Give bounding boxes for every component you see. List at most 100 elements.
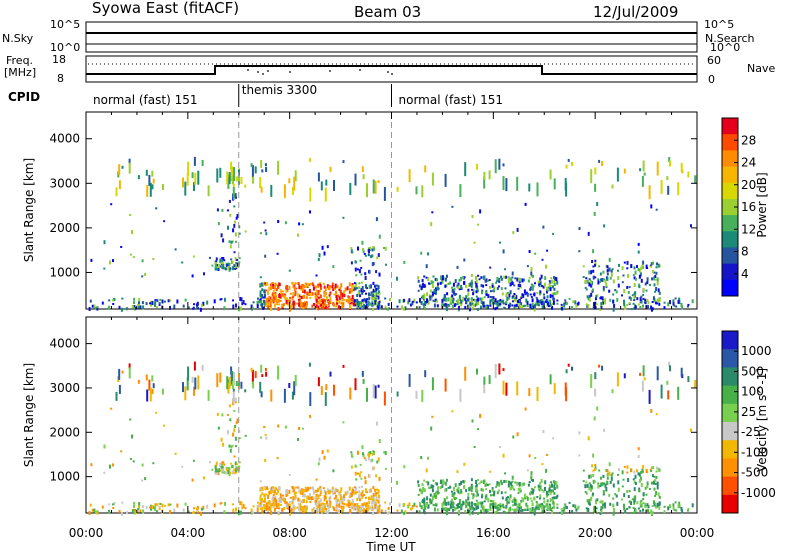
echo-cell	[555, 496, 558, 500]
echo-cell	[239, 297, 242, 301]
echo-cell	[484, 508, 487, 512]
echo-cell	[94, 511, 97, 514]
echo-cell	[431, 172, 434, 186]
echo-cell	[652, 500, 655, 505]
echo-cell	[470, 279, 473, 283]
echo-cell	[403, 511, 405, 515]
echo-cell	[133, 297, 136, 301]
echo-cell	[374, 488, 376, 492]
echo-cell	[378, 292, 381, 295]
echo-cell	[408, 502, 411, 507]
echo-cell	[586, 484, 589, 487]
echo-cell	[372, 281, 375, 285]
echo-cell	[361, 503, 364, 508]
echo-cell	[280, 305, 283, 308]
echo-cell	[137, 175, 140, 180]
echo-cell	[504, 491, 507, 494]
echo-cell	[407, 300, 410, 305]
echo-cell	[306, 291, 309, 296]
echo-cell	[426, 502, 429, 507]
echo-cell	[658, 495, 661, 499]
echo-cell	[372, 450, 375, 453]
echo-cell	[427, 301, 430, 305]
echo-cell	[197, 375, 200, 390]
echo-cell	[441, 275, 444, 278]
echo-cell	[471, 300, 473, 303]
echo-cell	[335, 509, 338, 512]
echo-cell	[387, 507, 390, 510]
echo-cell	[611, 389, 614, 394]
echo-cell	[269, 503, 272, 508]
echo-cell	[152, 462, 155, 465]
echo-cell	[513, 305, 516, 309]
echo-cell	[656, 481, 659, 486]
freq-label: Freq.	[6, 54, 33, 67]
echo-cell	[436, 278, 438, 282]
echo-cell	[487, 483, 489, 486]
echo-cell	[494, 364, 497, 378]
echo-cell	[233, 205, 236, 208]
echo-cell	[96, 306, 99, 311]
echo-cell	[217, 471, 220, 476]
echo-cell	[522, 482, 525, 486]
echo-cell	[549, 374, 552, 385]
echo-cell	[651, 481, 653, 485]
echo-cell	[498, 279, 501, 281]
echo-cell	[647, 305, 649, 309]
echo-cell	[293, 176, 296, 191]
echo-cell	[658, 501, 661, 506]
echo-cell	[305, 500, 308, 504]
echo-cell	[219, 463, 222, 468]
echo-cell	[121, 297, 124, 300]
echo-cell	[467, 496, 470, 501]
echo-cell	[265, 232, 268, 236]
echo-cell	[548, 487, 551, 492]
echo-cell	[403, 260, 406, 264]
echo-cell	[540, 274, 543, 279]
echo-cell	[631, 498, 634, 501]
echo-cell	[264, 283, 267, 287]
echo-cell	[476, 307, 479, 311]
echo-cell	[478, 278, 481, 281]
echo-cell	[350, 465, 353, 469]
echo-cell	[129, 214, 132, 216]
echo-cell	[546, 299, 549, 302]
echo-cell	[541, 463, 544, 466]
echo-cell	[278, 486, 281, 490]
echo-cell	[418, 488, 421, 492]
echo-cell	[532, 478, 534, 482]
echo-cell	[461, 299, 464, 302]
echo-cell	[447, 297, 450, 302]
echo-cell	[137, 508, 140, 510]
echo-cell	[297, 293, 300, 298]
velocity-colorbar-label: Velocity [m s^-1]	[755, 368, 769, 472]
echo-cell	[430, 295, 433, 298]
echo-cell	[443, 303, 446, 307]
echo-cell	[458, 492, 461, 495]
echo-cell	[227, 430, 229, 435]
echo-cell	[203, 476, 205, 480]
echo-cell	[251, 165, 254, 179]
echo-cell	[518, 303, 521, 306]
echo-cell	[358, 290, 361, 294]
echo-cell	[173, 508, 176, 513]
echo-cell	[321, 300, 324, 305]
echo-cell	[244, 389, 247, 393]
echo-cell	[113, 502, 116, 506]
echo-cell	[489, 470, 492, 473]
echo-cell	[319, 507, 321, 512]
echo-cell	[668, 361, 671, 367]
echo-cell	[315, 298, 318, 303]
echo-cell	[584, 490, 587, 493]
echo-cell	[588, 486, 591, 491]
echo-cell	[518, 482, 521, 485]
echo-cell	[646, 277, 649, 282]
echo-cell	[489, 285, 491, 289]
echo-cell	[375, 270, 378, 274]
echo-cell	[489, 304, 492, 307]
echo-cell	[417, 480, 420, 484]
echo-cell	[286, 489, 288, 493]
echo-cell	[655, 475, 658, 479]
echo-cell	[328, 498, 331, 501]
echo-cell	[300, 286, 303, 289]
